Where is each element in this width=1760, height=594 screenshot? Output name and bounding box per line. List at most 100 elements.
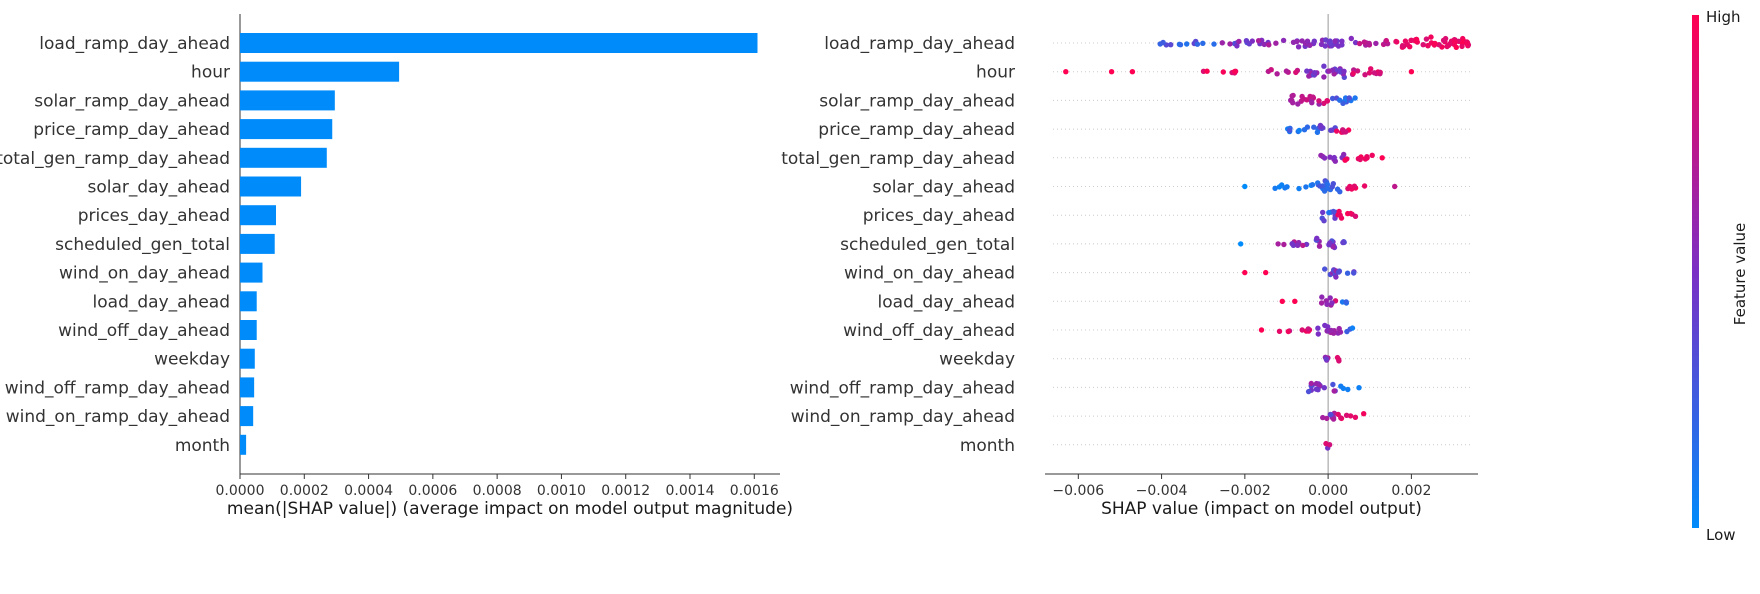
beeswarm-row-prices_day_ahead — [1319, 208, 1359, 224]
shap-point — [1300, 242, 1306, 249]
left-x-tick-label: 0.0016 — [730, 483, 779, 499]
right-x-tick-label: −0.006 — [1052, 483, 1104, 499]
bar-label-month: month — [175, 436, 230, 456]
shap-point — [1327, 240, 1333, 246]
shap-point — [1321, 63, 1327, 69]
shap-point — [1307, 42, 1313, 48]
shap-point — [1276, 328, 1283, 334]
bar-hour — [240, 61, 400, 82]
shap-point — [1184, 41, 1190, 47]
shap-point — [1314, 235, 1320, 241]
shap-point — [1350, 70, 1356, 77]
bar-wind_on_ramp_day_ahead — [240, 406, 254, 427]
shap-point — [1227, 41, 1233, 47]
shap-point — [1340, 129, 1347, 135]
shap-point — [1333, 128, 1340, 134]
shap-point — [1423, 36, 1430, 42]
beeswarm-label-wind_off_day_ahead: wind_off_day_ahead — [843, 321, 1015, 341]
shap-point — [1319, 294, 1325, 300]
shap-point — [1356, 40, 1363, 47]
beeswarm-row-load_day_ahead — [1279, 294, 1350, 308]
shap-point — [1340, 385, 1347, 392]
shap-point — [1311, 124, 1317, 130]
bar-weekday — [240, 348, 255, 369]
shap-point — [1160, 39, 1166, 46]
left-x-tick-label: 0.0012 — [601, 483, 650, 499]
shap-point-outlier — [1063, 69, 1069, 75]
shap-point — [1318, 123, 1324, 129]
beeswarm-label-hour: hour — [976, 63, 1015, 83]
shap-point — [1279, 182, 1285, 188]
shap-point — [1337, 329, 1344, 335]
shap-point — [1220, 69, 1227, 75]
shap-point — [1177, 42, 1184, 48]
shap-point — [1287, 127, 1293, 134]
shap-point-outlier — [1379, 155, 1385, 161]
beeswarm-row-wind_off_day_ahead — [1258, 322, 1356, 337]
bar-wind_on_day_ahead — [240, 262, 263, 283]
shap-point — [1343, 299, 1349, 305]
shap-point — [1339, 38, 1345, 44]
shap-point — [1321, 218, 1327, 224]
bar-load_day_ahead — [240, 291, 257, 312]
shap-point — [1219, 40, 1226, 46]
shap-point — [1305, 388, 1312, 395]
shap-point — [1366, 40, 1372, 47]
bar-label-solar_day_ahead: solar_day_ahead — [87, 178, 230, 198]
shap-point — [1280, 37, 1287, 44]
right-x-tick-label: −0.004 — [1136, 483, 1188, 499]
shap-point — [1308, 380, 1315, 387]
shap-point — [1453, 44, 1460, 50]
shap-point — [1315, 331, 1322, 337]
beeswarm-row-price_ramp_day_ahead — [1285, 122, 1352, 135]
shap-point — [1323, 37, 1329, 43]
shap-point — [1301, 127, 1308, 133]
shap-point — [1377, 69, 1383, 76]
shap-point — [1309, 182, 1316, 188]
shap-point — [1331, 154, 1338, 161]
beeswarm-label-solar_ramp_day_ahead: solar_ramp_day_ahead — [819, 91, 1015, 111]
shap-point — [1321, 155, 1328, 161]
shap-point — [1459, 43, 1465, 50]
shap-point — [1352, 414, 1359, 420]
shap-point — [1349, 325, 1356, 331]
bar-label-load_ramp_day_ahead: load_ramp_day_ahead — [39, 34, 230, 54]
beeswarm-label-month: month — [960, 436, 1015, 456]
shap-point — [1452, 39, 1458, 46]
shap-point — [1336, 269, 1342, 275]
shap-point — [1447, 40, 1453, 47]
shap-point — [1393, 38, 1399, 45]
colorbar-low-label: Low — [1706, 526, 1736, 544]
shap-point — [1324, 181, 1331, 188]
shap-point — [1290, 39, 1297, 45]
shap-point — [1337, 97, 1343, 103]
shap-point — [1361, 411, 1367, 417]
shap-point — [1347, 183, 1353, 190]
shap-point — [1307, 93, 1313, 100]
shap-point — [1320, 209, 1326, 216]
shap-point — [1249, 38, 1256, 44]
right-x-axis-title: SHAP value (impact on model output) — [1101, 499, 1422, 519]
shap-point — [1328, 327, 1334, 334]
shap-point — [1344, 328, 1350, 335]
shap-point — [1194, 41, 1201, 47]
beeswarm-row-wind_on_ramp_day_ahead — [1320, 410, 1367, 422]
shap-point — [1340, 239, 1346, 246]
beeswarm-label-total_gen_ramp_day_ahead: total_gen_ramp_day_ahead — [781, 149, 1015, 169]
shap-point — [1361, 183, 1368, 189]
shap-point — [1299, 327, 1305, 333]
beeswarm-label-wind_off_ramp_day_ahead: wind_off_ramp_day_ahead — [790, 378, 1015, 398]
shap-point — [1323, 440, 1329, 447]
shap-point — [1420, 42, 1426, 48]
shap-point — [1236, 38, 1242, 45]
shap-point — [1428, 34, 1434, 40]
bar-total_gen_ramp_day_ahead — [240, 147, 327, 168]
shap-point-outlier — [1258, 327, 1265, 333]
shap-point-outlier — [1392, 183, 1398, 190]
beeswarm-label-wind_on_day_ahead: wind_on_day_ahead — [844, 264, 1015, 284]
beeswarm-label-prices_day_ahead: prices_day_ahead — [863, 206, 1015, 226]
shap-point — [1352, 95, 1358, 101]
